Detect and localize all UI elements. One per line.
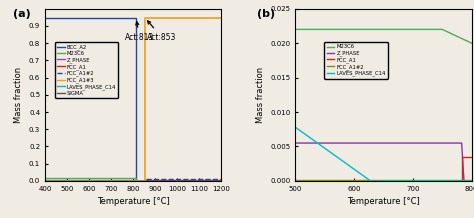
X-axis label: Temperature [°C]: Temperature [°C] [97, 197, 170, 206]
Text: (a): (a) [13, 9, 31, 19]
Y-axis label: Mass fraction: Mass fraction [255, 67, 264, 123]
Legend: BCC_A2, M23C6, Z_PHASE, FCC_A1, FCC_A1#2, FCC_A1#3, LAVES_PHASE_C14, SIGMA: BCC_A2, M23C6, Z_PHASE, FCC_A1, FCC_A1#2… [55, 42, 118, 98]
Text: Act:853: Act:853 [147, 21, 176, 42]
Text: Act:813: Act:813 [125, 22, 154, 42]
Text: (b): (b) [256, 9, 275, 19]
Y-axis label: Mass fraction: Mass fraction [14, 67, 23, 123]
X-axis label: Temperature [°C]: Temperature [°C] [347, 197, 420, 206]
Legend: M23C6, Z_PHASE, FCC_A1, FCC_A1#2, LAVES_PHASE_C14: M23C6, Z_PHASE, FCC_A1, FCC_A1#2, LAVES_… [324, 42, 388, 78]
